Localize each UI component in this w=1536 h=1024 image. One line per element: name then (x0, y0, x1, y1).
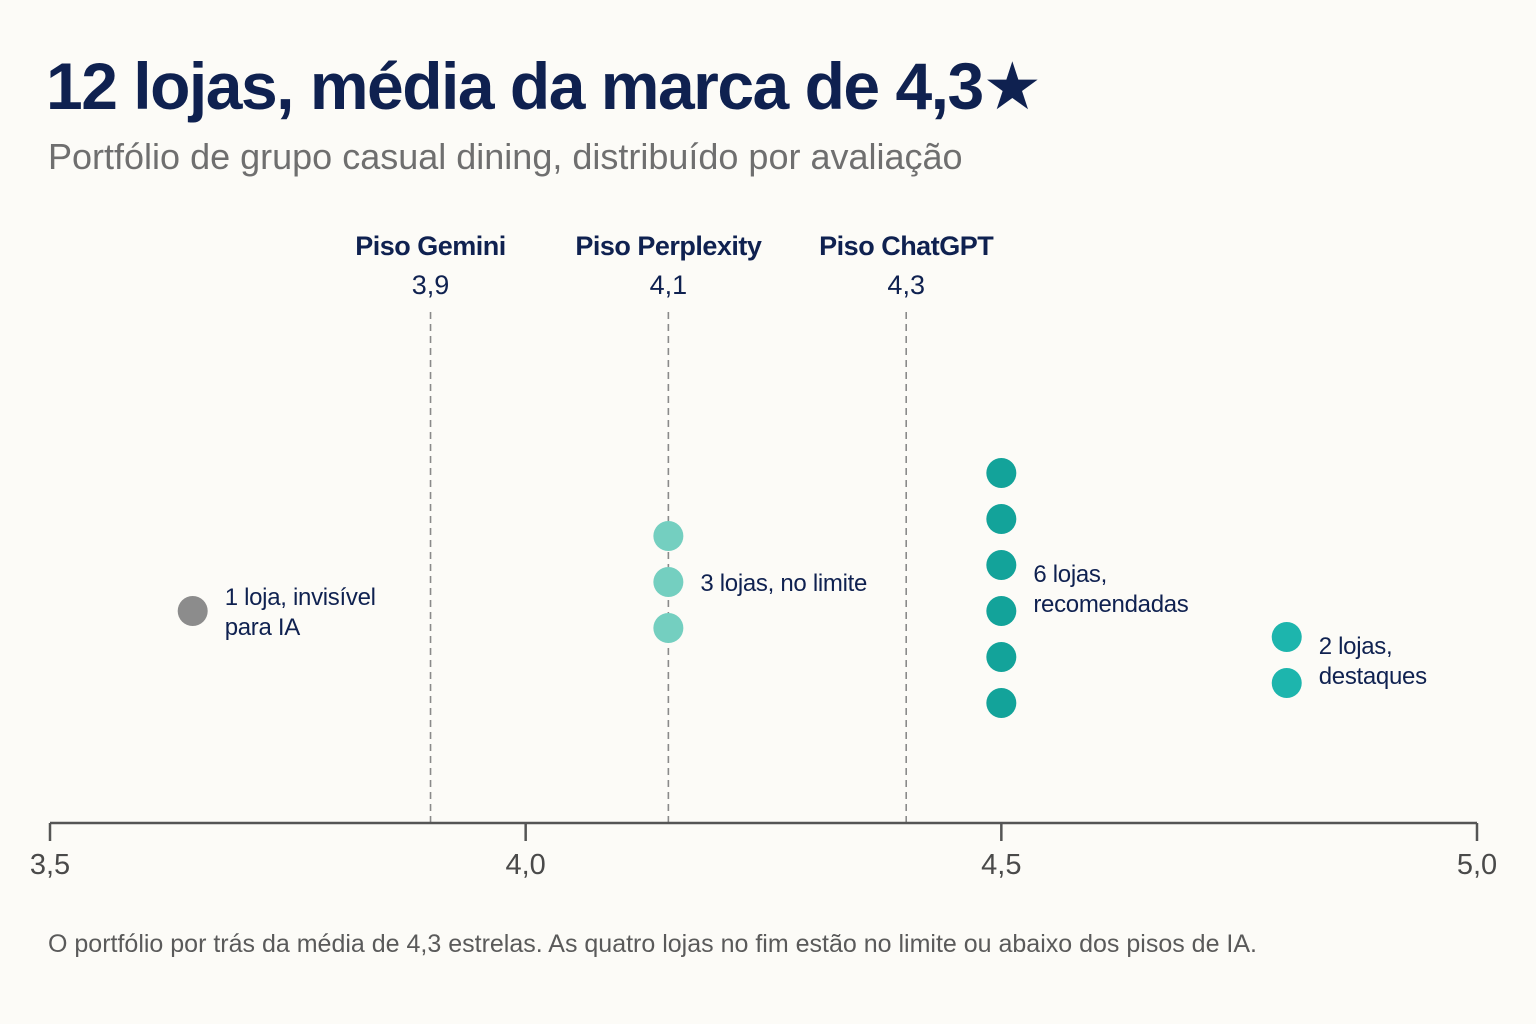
chart-subtitle: Portfólio de grupo casual dining, distri… (48, 136, 963, 177)
threshold-value: 3,9 (412, 270, 450, 300)
store-point (986, 550, 1017, 580)
x-tick-label: 4,5 (981, 849, 1021, 881)
group-labels: 1 loja, invisível para IA 3 lojas, no limi… (225, 561, 1428, 690)
group-label: para IA (225, 614, 301, 641)
threshold-value: 4,1 (650, 270, 688, 300)
chart-title: 12 lojas, média da marca de 4,3★ (46, 49, 1042, 123)
group-label: 3 lojas, no limite (700, 570, 867, 597)
x-tick-label: 4,0 (506, 849, 546, 881)
x-tick-label: 3,5 (30, 849, 70, 881)
store-point (1271, 668, 1302, 698)
x-axis: 3,5 4,0 4,5 5,0 (30, 821, 1497, 881)
store-point (653, 613, 684, 643)
group-label: destaques (1319, 663, 1427, 690)
threshold-value: 4,3 (887, 270, 925, 300)
store-point (1271, 622, 1302, 652)
store-point (177, 596, 208, 626)
store-point (653, 567, 684, 597)
group-label: 1 loja, invisível (225, 584, 376, 611)
group-label: 2 lojas, (1319, 633, 1393, 660)
threshold-name: Piso ChatGPT (819, 231, 994, 261)
store-points (177, 458, 1302, 718)
group-label: 6 lojas, (1033, 561, 1107, 588)
threshold-name: Piso Perplexity (575, 231, 762, 261)
store-point (986, 688, 1017, 718)
x-tick-label: 5,0 (1457, 849, 1497, 881)
group-label: recomendadas (1033, 591, 1188, 618)
store-point (653, 521, 684, 551)
store-point (986, 504, 1017, 534)
chart-footnote: O portfólio por trás da média de 4,3 est… (48, 930, 1257, 958)
store-point (986, 596, 1017, 626)
threshold-name: Piso Gemini (355, 231, 506, 261)
store-point (986, 642, 1017, 672)
store-point (986, 458, 1017, 488)
